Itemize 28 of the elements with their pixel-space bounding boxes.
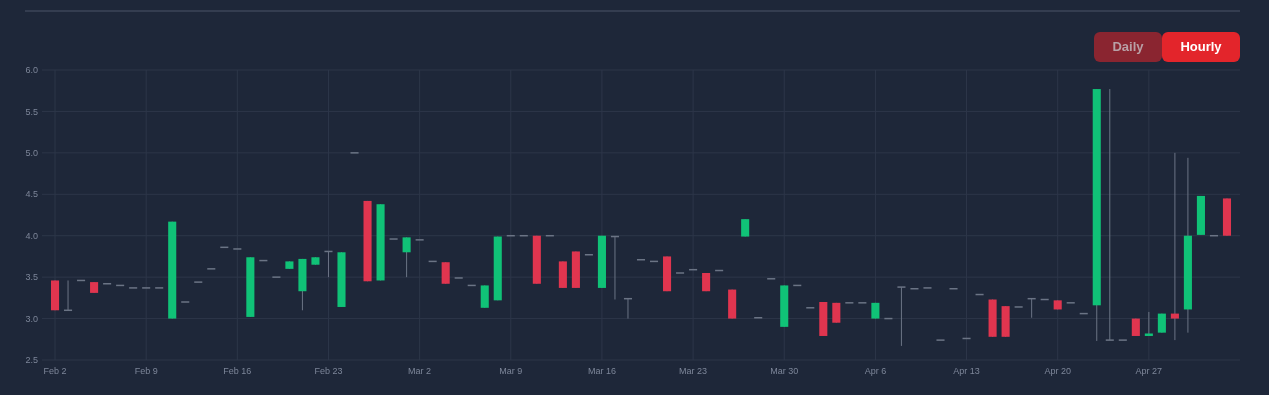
x-tick-label: Mar 2 xyxy=(408,366,432,376)
y-tick-label: 4.5 xyxy=(25,189,38,200)
y-tick-label: 2.5 xyxy=(25,355,38,366)
x-tick-label: Apr 27 xyxy=(1135,366,1163,376)
x-tick-label: Apr 13 xyxy=(953,366,980,376)
y-tick-label: 6.0 xyxy=(25,65,38,76)
x-tick-label: Apr 6 xyxy=(864,366,887,376)
x-tick-label: Apr 20 xyxy=(1044,366,1071,376)
candlestick xyxy=(402,236,411,278)
x-tick-label: Mar 30 xyxy=(770,366,799,376)
x-tick-label: Mar 9 xyxy=(499,366,523,376)
candlestick xyxy=(1144,311,1153,337)
x-tick-label: Feb 23 xyxy=(314,366,343,376)
x-tick-label: Feb 2 xyxy=(43,366,67,376)
candlestick xyxy=(441,261,450,285)
x-tick-label: Mar 16 xyxy=(587,366,616,376)
y-tick-label: 5.0 xyxy=(25,148,38,159)
x-tick-label: Feb 16 xyxy=(223,366,252,376)
y-tick-label: 3.0 xyxy=(25,313,38,324)
candlestick xyxy=(896,286,907,347)
y-tick-label: 4.0 xyxy=(25,230,38,241)
candlestick xyxy=(1105,88,1115,341)
candlestick xyxy=(480,284,489,309)
x-tick-label: Feb 9 xyxy=(134,366,158,376)
x-tick-label: Mar 23 xyxy=(679,366,708,376)
y-tick-label: 3.5 xyxy=(25,272,38,283)
candlestick xyxy=(1170,152,1179,341)
y-tick-label: 5.5 xyxy=(25,106,38,117)
